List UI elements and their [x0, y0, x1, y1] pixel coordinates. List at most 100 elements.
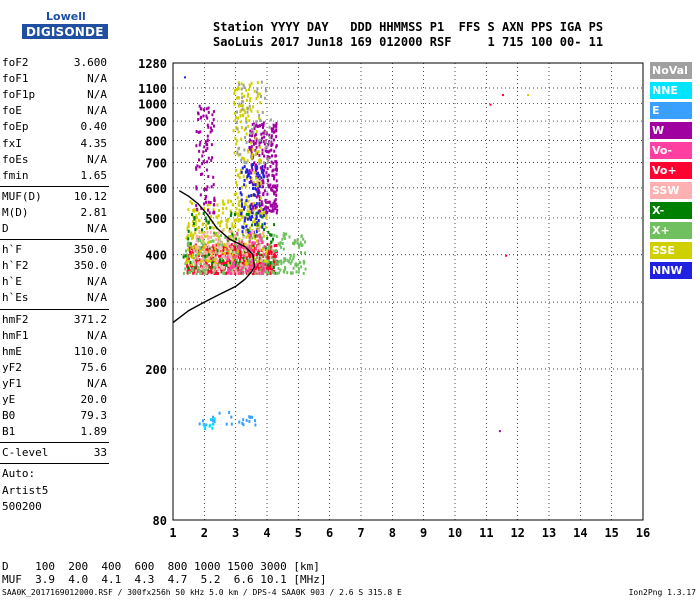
- echo-point: [227, 241, 230, 245]
- echo-point: [219, 259, 222, 263]
- echo-point: [264, 246, 267, 250]
- echo-point: [304, 240, 306, 244]
- echo-point: [236, 252, 239, 256]
- echo-point: [295, 270, 298, 274]
- echo-point: [270, 148, 273, 152]
- echo-point: [222, 202, 225, 206]
- echo-point: [243, 86, 246, 89]
- echo-point: [263, 245, 266, 249]
- echo-point: [279, 268, 282, 272]
- echo-point: [247, 213, 250, 217]
- echo-point: [265, 209, 268, 213]
- echo-point: [238, 83, 241, 87]
- echo-point: [247, 194, 250, 198]
- echo-point: [197, 266, 200, 270]
- echo-point: [237, 153, 240, 157]
- echo-point: [206, 116, 209, 120]
- echo-point: [206, 160, 209, 164]
- echo-point: [187, 237, 190, 241]
- echo-point: [210, 235, 213, 239]
- param-label: B1: [2, 425, 16, 439]
- param-label: hmF1: [2, 328, 29, 342]
- echo-point: [232, 203, 235, 207]
- param-label: fmin: [2, 168, 29, 182]
- echo-point: [241, 104, 244, 108]
- param-value: 1.89: [80, 425, 108, 439]
- param-row-group4: B1 1.89: [2, 425, 107, 441]
- echo-point: [247, 234, 249, 238]
- echo-point: [228, 245, 231, 248]
- echo-point: [243, 219, 246, 223]
- echo-point: [275, 135, 278, 139]
- echo-point: [278, 271, 281, 275]
- echo-point: [300, 251, 302, 254]
- echo-point: [247, 172, 250, 176]
- echo-point: [208, 269, 211, 273]
- echo-point: [249, 84, 252, 88]
- echo-point: [217, 236, 220, 240]
- echo-point: [258, 271, 261, 275]
- echo-point: [252, 233, 255, 237]
- param-value: N/A: [87, 72, 107, 86]
- param-row-group4: hmF2 371.2: [2, 313, 107, 329]
- echo-point: [211, 426, 214, 430]
- echo-point: [212, 175, 215, 179]
- echo-point: [256, 165, 259, 169]
- echo-point: [258, 174, 261, 178]
- echo-point: [277, 242, 280, 246]
- echo-point: [266, 236, 269, 240]
- echo-point: [247, 261, 250, 265]
- echo-point: [207, 264, 210, 268]
- echo-point: [274, 255, 277, 259]
- echo-point: [236, 139, 239, 143]
- echo-point: [238, 208, 241, 212]
- echo-point: [206, 134, 209, 138]
- y-tick-label: 600: [145, 182, 167, 196]
- echo-point: [255, 120, 258, 124]
- echo-point: [289, 257, 292, 260]
- echo-point: [242, 83, 245, 87]
- echo-point: [246, 258, 249, 262]
- echo-point: [269, 250, 272, 254]
- echo-point: [265, 214, 268, 218]
- echo-point: [200, 260, 203, 263]
- echo-point: [254, 149, 257, 152]
- echo-point: [242, 243, 245, 247]
- echo-point: [193, 208, 195, 212]
- echo-point: [233, 212, 236, 216]
- legend-item-x-: X+: [650, 222, 692, 239]
- param-row-group4: B0 79.3: [2, 409, 107, 425]
- echo-point: [193, 261, 196, 265]
- echo-point: [265, 252, 268, 256]
- echo-point: [249, 131, 252, 135]
- echo-point: [212, 239, 215, 243]
- echo-point: [207, 208, 209, 212]
- echo-point: [272, 263, 274, 267]
- echo-point: [224, 261, 226, 265]
- echo-point: [263, 140, 265, 144]
- echo-point: [264, 149, 267, 153]
- param-row-group2: MUF(D) 10.12: [2, 190, 107, 206]
- echo-point: [262, 123, 265, 127]
- echo-point: [195, 167, 198, 171]
- echo-point: [243, 261, 245, 265]
- echo-point: [203, 251, 206, 255]
- echo-point: [267, 179, 270, 183]
- echo-point: [203, 424, 206, 428]
- echo-point: [252, 230, 255, 234]
- echo-point: [283, 257, 286, 261]
- echo-point: [205, 200, 207, 204]
- echo-point: [203, 271, 206, 275]
- echo-point: [272, 190, 275, 194]
- echo-point: [302, 261, 305, 265]
- echo-point: [260, 80, 263, 84]
- echo-point: [250, 145, 253, 149]
- echo-point: [240, 264, 243, 268]
- echo-point: [204, 140, 207, 144]
- echo-point: [187, 248, 190, 252]
- echo-point: [214, 269, 217, 273]
- param-row-group4: hmF1 N/A: [2, 329, 107, 345]
- param-row-group2: M(D) 2.81: [2, 206, 107, 222]
- plot-frame: [172, 62, 644, 521]
- param-label: h`Es: [2, 291, 29, 305]
